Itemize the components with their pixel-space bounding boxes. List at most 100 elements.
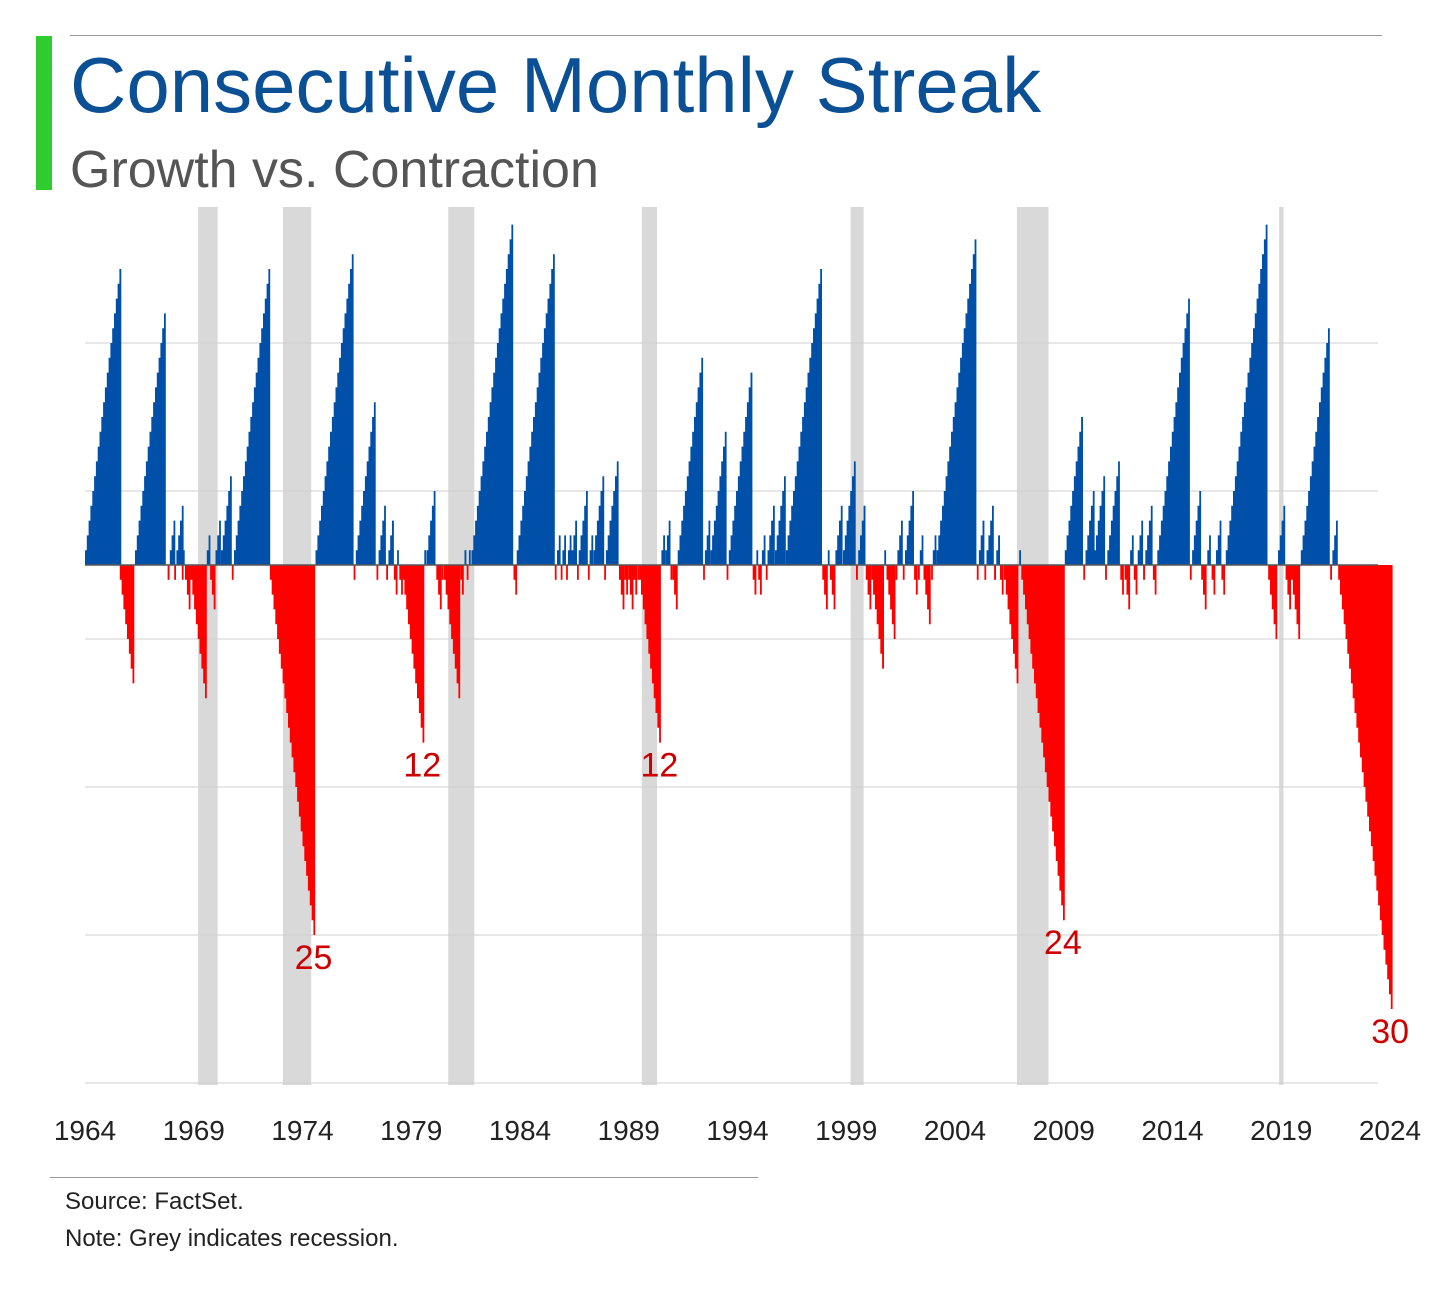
growth-streak-bar — [986, 505, 994, 565]
trough-label: 30 — [1371, 1013, 1409, 1051]
contraction-streak-bar — [1000, 565, 1004, 595]
contraction-streak-bar — [633, 565, 638, 595]
contraction-streak-bar — [1105, 565, 1107, 580]
footer-rule — [50, 1177, 758, 1178]
contraction-streak-bar — [1083, 565, 1086, 580]
contraction-streak-bar — [587, 565, 590, 580]
x-tick-label: 1974 — [271, 1115, 333, 1146]
growth-streak-bar — [761, 535, 766, 565]
growth-streak-bar — [464, 550, 467, 565]
growth-streak-bar — [1019, 550, 1021, 565]
growth-streak-bar — [567, 535, 572, 565]
growth-streak-bar — [661, 535, 665, 565]
contraction-streak-bar — [923, 565, 931, 625]
contraction-streak-bar — [1124, 565, 1131, 610]
recession-band — [198, 207, 218, 1085]
growth-streak-bar — [378, 505, 386, 565]
contraction-streak-bar — [460, 565, 464, 595]
growth-streak-bar — [774, 476, 786, 565]
contraction-streak-bar — [577, 565, 579, 580]
trough-label: 25 — [295, 939, 333, 977]
contraction-streak-bar — [758, 565, 762, 595]
growth-streak-bar — [424, 550, 427, 565]
growth-streak-bar — [593, 476, 605, 565]
x-tick-label: 2009 — [1033, 1115, 1095, 1146]
contraction-streak-bar — [376, 565, 379, 580]
growth-streak-bar — [388, 520, 394, 565]
growth-streak-bar — [1085, 491, 1095, 565]
contraction-streak-bar — [765, 565, 768, 580]
growth-streak-bar — [905, 491, 914, 565]
trough-label: 24 — [1044, 924, 1082, 962]
contraction-streak-bar — [167, 565, 170, 580]
contraction-streak-bar — [918, 565, 920, 580]
contraction-streak-bar — [672, 565, 678, 610]
growth-streak-bar — [605, 461, 619, 565]
x-tick-label: 1979 — [380, 1115, 442, 1146]
contraction-streak-bar — [402, 565, 425, 743]
growth-streak-bar — [220, 476, 232, 565]
contraction-streak-bar — [1211, 565, 1216, 595]
growth-streak-bar — [1064, 417, 1083, 565]
growth-streak-bar — [557, 535, 561, 565]
recession-band — [1279, 207, 1284, 1085]
growth-streak-bar — [468, 550, 471, 565]
contraction-streak-bar — [895, 565, 898, 580]
chart-title: Consecutive Monthly Streak — [70, 41, 1042, 129]
growth-streak-bar — [919, 535, 924, 565]
growth-streak-bar — [169, 520, 176, 565]
contraction-streak-bar — [637, 565, 640, 580]
contraction-streak-bar — [984, 565, 987, 580]
contraction-streak-bar — [566, 565, 568, 580]
growth-streak-bar — [767, 505, 775, 565]
growth-streak-bar — [571, 520, 577, 565]
contraction-streak-bar — [914, 565, 918, 595]
contraction-streak-bar — [670, 565, 673, 580]
growth-streak-bar — [1332, 520, 1338, 565]
contraction-streak-bar — [871, 565, 884, 669]
contraction-streak-bar — [231, 565, 234, 580]
growth-streak-bar — [589, 535, 594, 565]
growth-streak-bar — [1225, 224, 1268, 565]
contraction-streak-bar — [628, 565, 634, 610]
growth-streak-bar — [182, 550, 185, 565]
growth-streak-bar — [234, 269, 271, 565]
x-tick-label: 2024 — [1359, 1115, 1421, 1146]
contraction-streak-bar — [604, 565, 606, 580]
growth-streak-bar — [677, 357, 704, 565]
growth-streak-bar — [516, 254, 555, 565]
contraction-streak-bar — [399, 565, 403, 595]
growth-streak-bar — [1130, 535, 1134, 565]
contraction-streak-bar — [1003, 565, 1019, 684]
accent-bar — [36, 36, 52, 190]
growth-streak-bar — [843, 461, 856, 565]
growth-streak-bar — [827, 550, 830, 565]
contraction-streak-bar — [856, 565, 858, 580]
growth-streak-bar — [665, 520, 671, 565]
recession-note: Note: Grey indicates recession. — [65, 1225, 399, 1252]
growth-streak-bar — [835, 505, 843, 565]
contraction-streak-bar — [181, 565, 184, 580]
growth-streak-bar — [728, 372, 753, 565]
growth-streak-bar — [1137, 520, 1144, 565]
contraction-streak-bar — [1285, 565, 1291, 610]
contraction-streak-bar — [1201, 565, 1207, 610]
growth-streak-bar — [858, 505, 866, 565]
contraction-streak-bar — [1338, 565, 1393, 1009]
x-tick-label: 2019 — [1250, 1115, 1312, 1146]
contraction-streak-bar — [865, 565, 872, 610]
x-tick-label: 1969 — [163, 1115, 225, 1146]
growth-streak-bar — [936, 239, 977, 565]
growth-streak-bar — [135, 313, 166, 565]
growth-streak-bar — [897, 520, 903, 565]
growth-streak-bar — [562, 535, 566, 565]
contraction-streak-bar — [386, 565, 388, 580]
contraction-streak-bar — [886, 565, 896, 639]
growth-streak-bar — [85, 269, 122, 565]
growth-streak-bar — [1216, 520, 1222, 565]
x-tick-label: 1999 — [815, 1115, 877, 1146]
growth-streak-bar — [426, 491, 436, 565]
growth-streak-bar — [206, 535, 211, 565]
growth-streak-bar — [704, 520, 711, 565]
